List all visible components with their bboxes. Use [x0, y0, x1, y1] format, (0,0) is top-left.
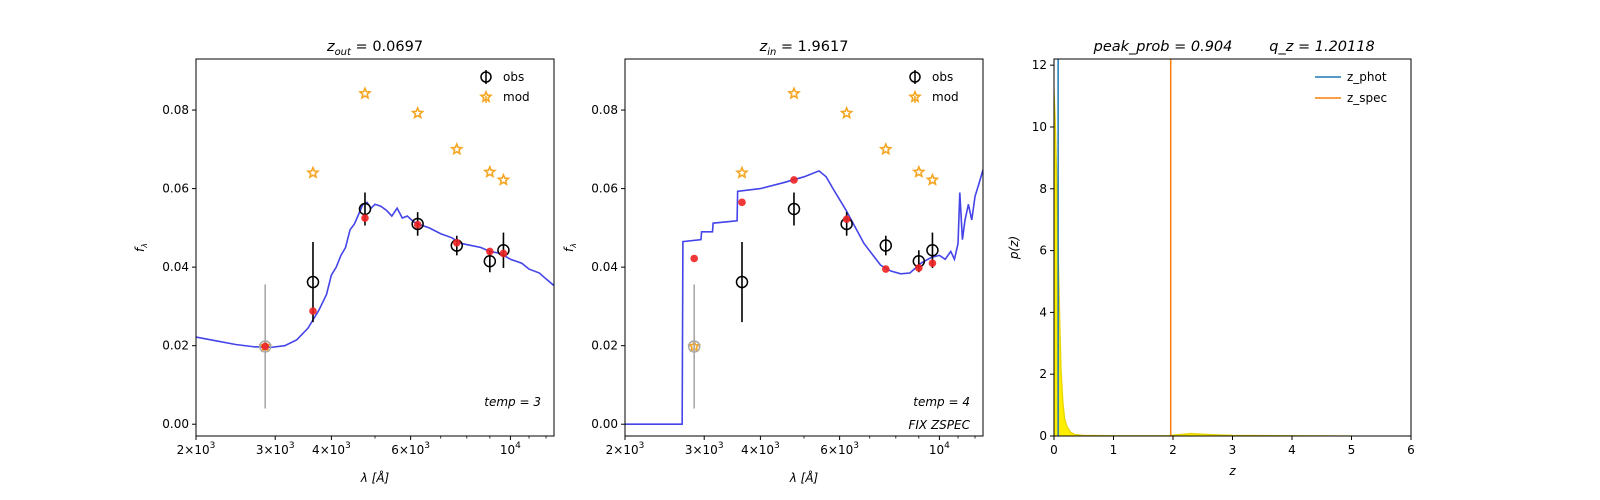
legend-mod-label: mod [503, 90, 530, 104]
x-axis-label: λ [Å] [789, 470, 819, 485]
sed-panel-1: 0.00 0.02 0.04 0.06 0.08 2×103 3×103 4×103 6×103… [133, 39, 555, 485]
x-tick-label: 4×103 [312, 441, 351, 457]
fit-flux-dot-2 [738, 198, 746, 207]
x-tick-label: 3 [1229, 443, 1237, 457]
axes-frame [624, 58, 984, 437]
fit-flux-dot-5 [881, 265, 890, 273]
annotation-1: temp = 4 [913, 395, 970, 409]
fit-flux-dot-3 [361, 214, 369, 222]
model-flux-star-3 [358, 86, 372, 100]
model-flux-star-2 [306, 165, 320, 179]
y-tick-label: 0 [1039, 429, 1047, 443]
sed-model-curve [625, 169, 983, 426]
annotation-2: FIX ZSPEC [908, 418, 970, 432]
model-flux-star-7 [496, 172, 511, 186]
y-tick-label: 0.04 [162, 260, 189, 274]
sed-model-curve [196, 201, 554, 349]
fit-flux-dot-6 [486, 247, 494, 256]
panel-title-left: peak_prob = 0.904 [1093, 39, 1233, 55]
x-tick-label: 6 [1407, 443, 1415, 457]
x-tick-label: 3×103 [256, 441, 295, 457]
y-tick-label: 0.04 [591, 260, 618, 274]
x-tick-label: 6×103 [820, 441, 859, 457]
y-tick-label: 10 [1032, 120, 1047, 134]
x-tick-label: 5 [1348, 443, 1356, 457]
model-flux-star-4 [410, 105, 425, 120]
model-flux-star-4 [839, 105, 854, 120]
x-tick-label: 2×103 [177, 441, 216, 457]
x-tick-label: 6×103 [391, 441, 430, 457]
axes-frame [195, 58, 555, 437]
obs-flux-marker-3 [787, 202, 801, 216]
obs-flux-marker-4 [411, 217, 424, 231]
obs-flux-marker-1 [258, 340, 272, 353]
legend-z-spec-label: z_spec [1347, 91, 1387, 105]
y-tick-label: 0.06 [591, 182, 618, 196]
legend-z-phot-label: z_phot [1347, 70, 1387, 84]
model-flux-star-6 [482, 164, 497, 178]
y-tick-label: 0.08 [591, 103, 618, 117]
obs-flux-marker-2 [735, 275, 749, 289]
x-tick-label: 1 [1110, 443, 1118, 457]
x-axis-label: λ [Å] [360, 470, 390, 485]
fit-flux-dot-2 [309, 307, 317, 315]
x-tick-label: 0 [1050, 443, 1058, 457]
fit-flux-dot-1 [261, 342, 269, 351]
x-tick-label: 2×103 [606, 441, 645, 457]
sed-panel-2: 0.00 0.02 0.04 0.06 0.08 2×103 3×103 4×103 6×103… [562, 39, 984, 485]
obs-flux-marker-6 [483, 254, 497, 268]
x-tick-label: 2 [1169, 443, 1177, 457]
fit-flux-dot-7 [928, 259, 937, 268]
panel-title: zout = 0.0697 [326, 39, 423, 58]
pz-curve [1054, 89, 1352, 436]
obs-flux-marker-1 [687, 340, 701, 353]
y-tick-label: 0.02 [162, 339, 189, 353]
panel-title-right: q_z = 1.20118 [1269, 39, 1374, 55]
y-tick-label: 4 [1039, 305, 1047, 319]
panel-title: zin = 1.9617 [759, 39, 849, 58]
fit-flux-dot-6 [915, 264, 923, 272]
fit-flux-dot-1 [690, 254, 698, 263]
x-tick-label: 3×103 [685, 441, 724, 457]
y-tick-label: 0.00 [591, 417, 618, 431]
fit-flux-dot-4 [413, 220, 422, 229]
x-axis-label: z [1228, 464, 1236, 478]
fit-flux-dot-5 [452, 238, 461, 247]
fit-flux-dot-4 [842, 215, 851, 224]
y-tick-label: 0.02 [591, 339, 618, 353]
x-tick-label: 4×103 [741, 441, 780, 457]
model-flux-star-2 [735, 165, 749, 179]
legend-mod-label: mod [932, 90, 959, 104]
y-tick-label: 0.00 [162, 417, 189, 431]
obs-flux-marker-2 [306, 275, 320, 289]
model-flux-star-5 [449, 142, 464, 156]
fit-flux-dot-3 [790, 176, 798, 184]
axes-frame [1053, 58, 1412, 437]
x-tick-label: 4 [1288, 443, 1296, 457]
y-tick-label: 2 [1039, 367, 1047, 381]
model-flux-star-3 [787, 86, 801, 100]
y-tick-label: 6 [1039, 244, 1047, 258]
y-axis-label: p(z) [1007, 236, 1021, 260]
obs-flux-marker-7 [926, 243, 939, 257]
annotation-1: temp = 3 [484, 395, 541, 409]
x-tick-label: 104 [500, 441, 521, 457]
y-tick-label: 0.08 [162, 103, 189, 117]
y-tick-label: 0.06 [162, 182, 189, 196]
fit-flux-dot-7 [499, 249, 508, 258]
model-flux-star-5 [878, 142, 893, 156]
model-flux-star-7 [925, 172, 940, 186]
y-axis-label: fλ [562, 243, 578, 252]
legend-obs-label: obs [932, 70, 953, 84]
x-tick-label: 104 [929, 441, 950, 457]
y-tick-label: 8 [1039, 182, 1047, 196]
obs-flux-marker-5 [879, 239, 893, 252]
y-tick-label: 12 [1032, 58, 1047, 72]
model-flux-star-6 [911, 164, 926, 178]
y-axis-label: fλ [133, 243, 149, 252]
pz-fill-area [1054, 89, 1352, 436]
legend-obs-label: obs [503, 70, 524, 84]
